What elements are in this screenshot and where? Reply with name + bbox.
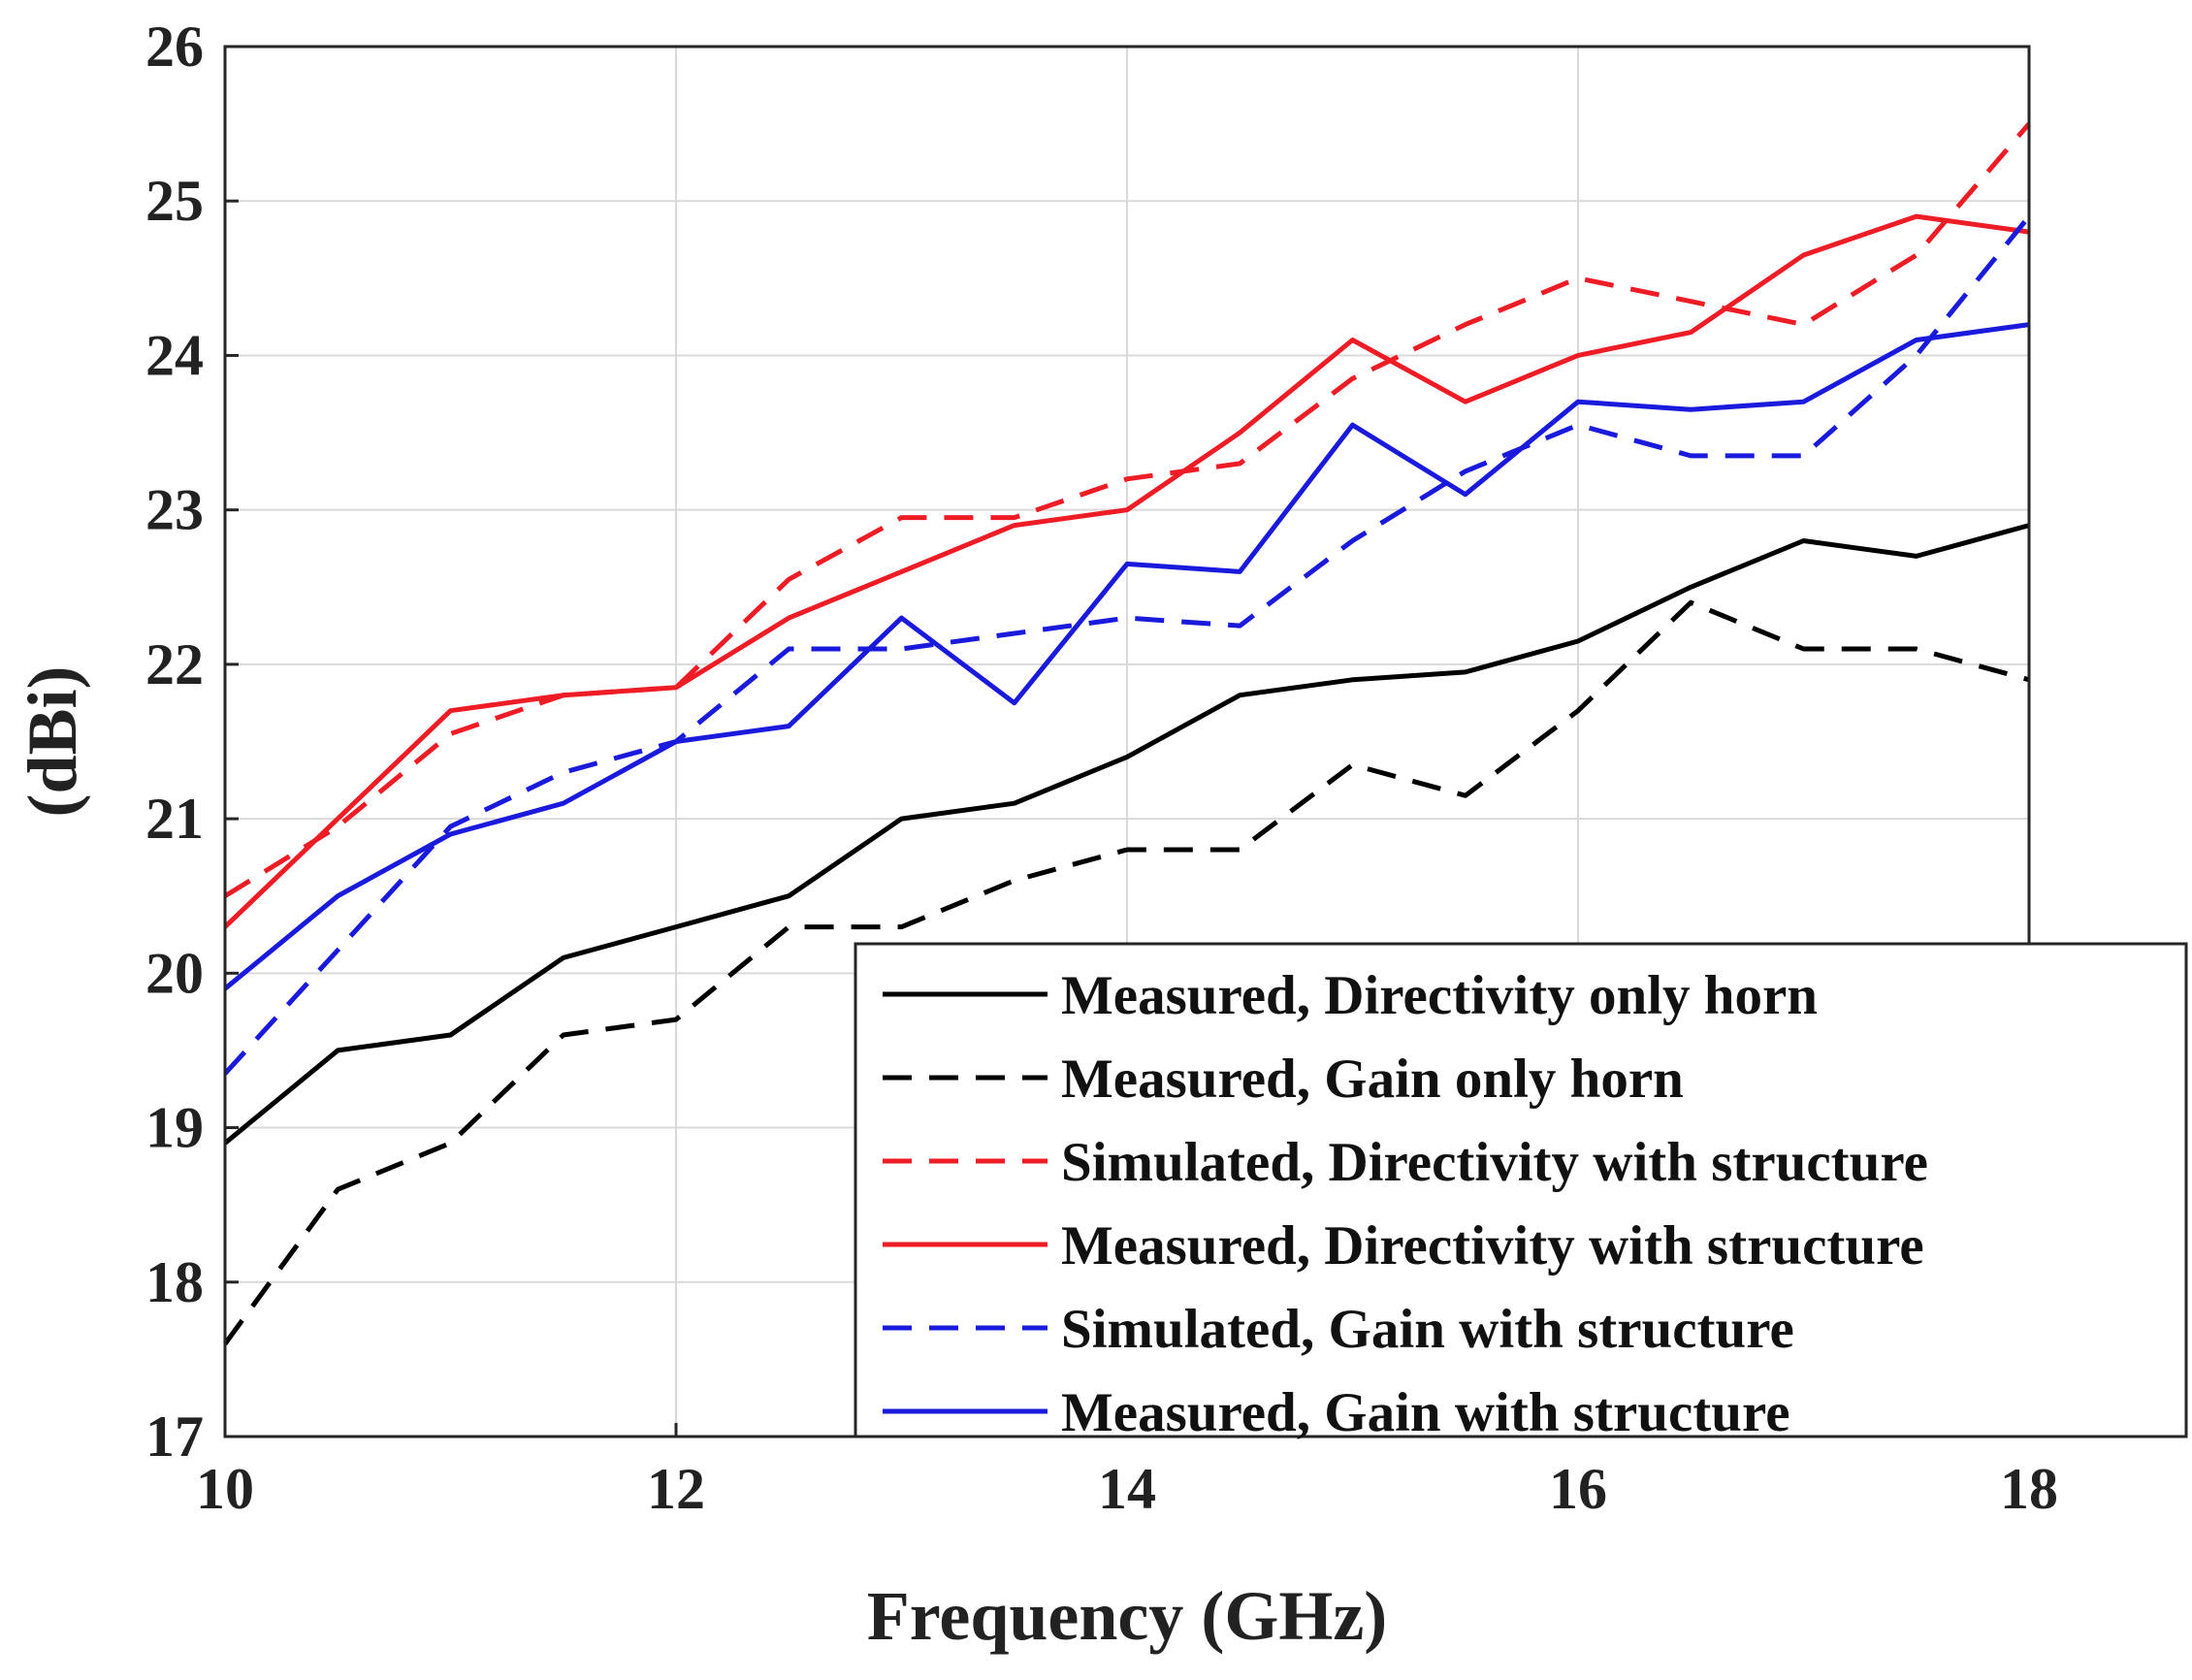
series-line-measured-directivity-only-horn — [223, 523, 2030, 1146]
x-tick-label: 14 — [1098, 1457, 1156, 1521]
y-tick-label: 18 — [145, 1250, 204, 1314]
x-tick-label: 18 — [2000, 1457, 2058, 1521]
series-line-measured-gain-with-structure — [223, 322, 2030, 991]
y-tick-label: 21 — [145, 787, 204, 851]
y-tick-label: 26 — [145, 15, 204, 79]
legend-label: Measured, Gain with structure — [1061, 1382, 1790, 1443]
legend-label: Simulated, Directivity with structure — [1061, 1132, 1928, 1193]
y-tick-label: 24 — [145, 323, 204, 387]
legend: Measured, Directivity only horn Measured,… — [854, 942, 2188, 1443]
y-tick-label: 17 — [145, 1405, 204, 1469]
y-tick-label: 23 — [145, 478, 204, 542]
x-tick-label: 10 — [196, 1457, 254, 1521]
series-line-simulated-gain-with-structure — [223, 214, 2031, 1076]
series-line-measured-gain-only-horn — [222, 599, 2030, 1345]
legend-label: Simulated, Gain with structure — [1061, 1299, 1794, 1360]
y-tick-label: 22 — [145, 632, 204, 696]
x-axis-label: Frequency (GHz) — [867, 1577, 1388, 1655]
series-lines — [222, 121, 2031, 1345]
y-axis-label: (dBi) — [14, 665, 91, 817]
y-tick-label: 20 — [145, 941, 204, 1005]
legend-label: Measured, Directivity with structure — [1061, 1215, 1924, 1276]
legend-label: Measured, Directivity only horn — [1061, 965, 1818, 1026]
series-line-measured-directivity-with-structure — [223, 213, 2030, 929]
legend-box — [854, 942, 2188, 1438]
x-tick-label: 12 — [647, 1457, 705, 1521]
legend-label: Measured, Gain only horn — [1061, 1049, 1684, 1110]
axis-ticks: 10 12 14 16 18 17 18 19 20 21 22 23 24 25 26 — [145, 15, 2058, 1521]
y-tick-label: 25 — [145, 169, 204, 233]
x-tick-label: 16 — [1549, 1457, 1607, 1521]
y-tick-label: 19 — [145, 1096, 204, 1160]
